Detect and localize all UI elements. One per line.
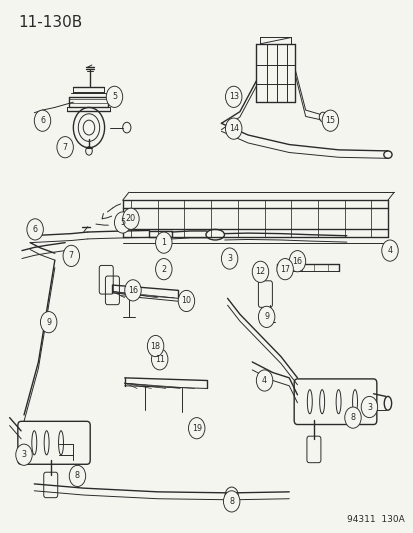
Text: 9: 9 xyxy=(46,318,51,327)
Circle shape xyxy=(16,444,32,465)
Circle shape xyxy=(124,280,141,301)
Circle shape xyxy=(155,259,172,280)
Text: 94311  130A: 94311 130A xyxy=(346,515,404,523)
Circle shape xyxy=(256,370,272,391)
Circle shape xyxy=(122,208,139,229)
Text: 8: 8 xyxy=(229,497,234,506)
Text: 10: 10 xyxy=(181,296,191,305)
Circle shape xyxy=(381,240,397,261)
Text: 19: 19 xyxy=(191,424,201,433)
Circle shape xyxy=(151,349,168,370)
Circle shape xyxy=(258,306,274,327)
Circle shape xyxy=(178,290,194,312)
Text: 11: 11 xyxy=(154,355,164,364)
Text: 11-130B: 11-130B xyxy=(18,14,82,30)
Circle shape xyxy=(360,397,377,418)
Text: 17: 17 xyxy=(279,265,290,273)
Text: 20: 20 xyxy=(126,214,135,223)
Circle shape xyxy=(252,261,268,282)
Circle shape xyxy=(225,86,241,108)
Text: 16: 16 xyxy=(128,286,138,295)
Circle shape xyxy=(221,248,237,269)
Circle shape xyxy=(155,232,172,253)
Circle shape xyxy=(225,118,241,139)
Text: 5: 5 xyxy=(120,218,125,227)
Circle shape xyxy=(106,86,122,108)
Text: 4: 4 xyxy=(387,246,392,255)
Text: 5: 5 xyxy=(112,92,117,101)
Circle shape xyxy=(40,312,57,333)
Text: 13: 13 xyxy=(228,92,238,101)
Circle shape xyxy=(321,110,338,131)
Text: 7: 7 xyxy=(69,252,74,261)
Text: 8: 8 xyxy=(350,413,355,422)
Text: 8: 8 xyxy=(75,471,80,480)
Circle shape xyxy=(289,251,305,272)
Text: 12: 12 xyxy=(255,268,265,276)
Circle shape xyxy=(223,491,239,512)
Circle shape xyxy=(147,335,164,357)
Text: 1: 1 xyxy=(161,238,166,247)
Text: 6: 6 xyxy=(33,225,38,234)
Text: 14: 14 xyxy=(228,124,238,133)
Circle shape xyxy=(276,259,293,280)
Text: 6: 6 xyxy=(40,116,45,125)
Text: 9: 9 xyxy=(263,312,268,321)
Text: 4: 4 xyxy=(261,376,266,385)
Text: 15: 15 xyxy=(325,116,335,125)
Text: 2: 2 xyxy=(161,265,166,273)
Circle shape xyxy=(63,245,79,266)
Text: 16: 16 xyxy=(292,257,302,265)
Text: 7: 7 xyxy=(62,143,68,152)
Circle shape xyxy=(34,110,51,131)
Circle shape xyxy=(69,465,85,487)
Circle shape xyxy=(57,136,73,158)
Circle shape xyxy=(344,407,360,428)
Text: 3: 3 xyxy=(227,254,232,263)
Text: 3: 3 xyxy=(366,402,371,411)
Text: 18: 18 xyxy=(150,342,160,351)
Text: 3: 3 xyxy=(21,450,26,459)
Circle shape xyxy=(27,219,43,240)
Circle shape xyxy=(188,418,204,439)
Circle shape xyxy=(114,212,131,233)
